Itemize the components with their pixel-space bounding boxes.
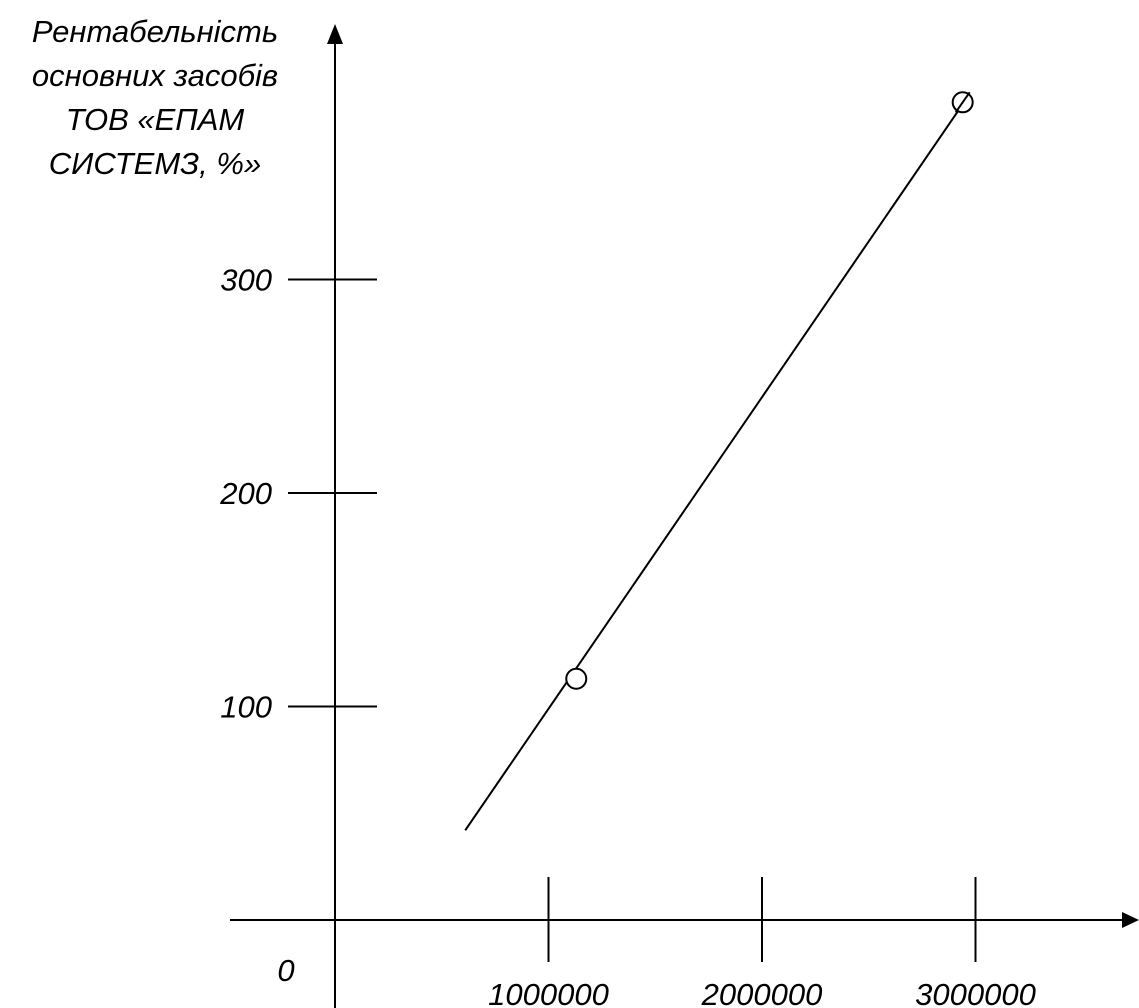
y-axis-title-line-4: СИСТЕМЗ, %» — [49, 146, 261, 181]
x-tick-label-3000000: 3000000 — [915, 977, 1036, 1008]
axes — [230, 24, 1139, 1008]
y-axis-title-line-2: основних засобів — [32, 58, 278, 93]
trend-line — [464, 97, 968, 831]
data-points — [565, 91, 974, 690]
x-axis-arrow — [1122, 912, 1139, 928]
data-point-2-slash — [954, 91, 971, 113]
data-point-1 — [565, 667, 588, 690]
x-tick-label-2000000: 2000000 — [701, 977, 823, 1008]
trend-line-group — [464, 97, 968, 831]
y-tick-label-300: 300 — [220, 263, 272, 298]
x-tick-label-1000000: 1000000 — [488, 977, 609, 1008]
y-axis-arrow — [327, 24, 343, 44]
y-axis-title-line-3: ТОВ «ЕПАМ — [66, 102, 245, 137]
y-tick-label-200: 200 — [219, 476, 272, 511]
origin-label: 0 — [277, 953, 294, 988]
y-tick-label-100: 100 — [220, 690, 272, 725]
tick-labels: 100 200 300 1000000 2000000 3000000 0 — [219, 263, 1036, 1008]
y-axis-title: Рентабельність основних засобів ТОВ «ЕПАМ С… — [32, 14, 278, 181]
y-axis-title-line-1: Рентабельність — [32, 14, 278, 49]
